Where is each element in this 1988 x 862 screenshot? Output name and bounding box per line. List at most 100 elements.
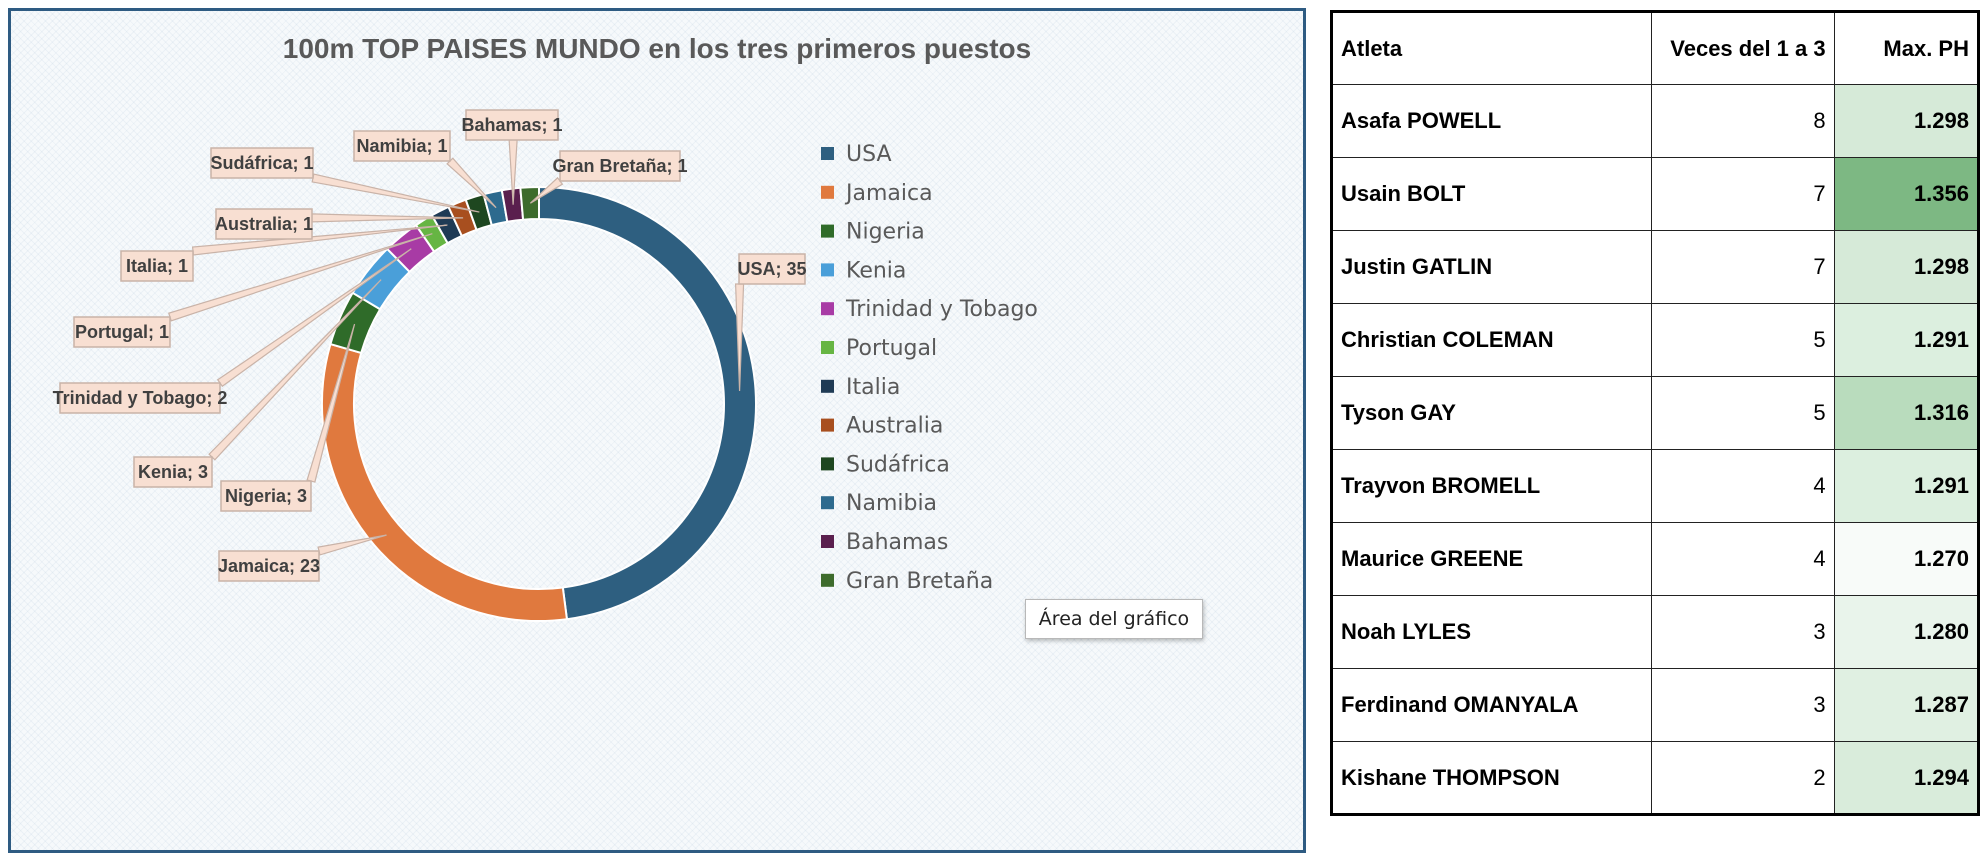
legend-swatch — [821, 496, 834, 510]
data-label-text: Gran Bretaña; 1 — [552, 156, 687, 176]
top3-count-cell[interactable]: 5 — [1650, 376, 1835, 450]
top3-count-cell[interactable]: 4 — [1650, 522, 1835, 596]
table-row: Ferdinand OMANYALA 3 1.287 — [1331, 668, 1980, 742]
legend-swatch — [821, 573, 834, 587]
legend-swatch — [821, 302, 834, 316]
legend-item[interactable]: Bahamas — [846, 530, 948, 555]
max-ph-cell[interactable]: 1.291 — [1833, 303, 1980, 377]
legend-item[interactable]: USA — [846, 142, 892, 167]
max-ph-cell[interactable]: 1.287 — [1833, 668, 1980, 742]
legend-swatch — [821, 147, 834, 160]
legend-swatch — [821, 341, 834, 354]
donut-chart[interactable]: USA; 35 Jamaica; 23 Nigeria; 3 Kenia; 3 Trin… — [11, 11, 1303, 850]
athlete-name-cell[interactable]: Noah LYLES — [1331, 595, 1652, 669]
top3-count-cell[interactable]: 8 — [1650, 84, 1835, 158]
top3-count-cell[interactable]: 4 — [1650, 449, 1835, 523]
max-ph-cell[interactable]: 1.294 — [1833, 741, 1980, 815]
data-label-text: Sudáfrica; 1 — [210, 153, 313, 173]
athlete-name-cell[interactable]: Trayvon BROMELL — [1331, 449, 1652, 523]
athlete-name-cell[interactable]: Justin GATLIN — [1331, 230, 1652, 304]
top3-count-cell[interactable]: 3 — [1650, 668, 1835, 742]
data-label-text: Bahamas; 1 — [461, 115, 562, 135]
legend-item[interactable]: Namibia — [846, 491, 937, 516]
data-label-box[interactable] — [559, 150, 681, 182]
table-row: Asafa POWELL 8 1.298 — [1331, 84, 1980, 158]
athlete-name-cell[interactable]: Ferdinand OMANYALA — [1331, 668, 1652, 742]
table-row: Kishane THOMPSON 2 1.294 — [1331, 741, 1980, 815]
data-label-text: Trinidad y Tobago; 2 — [53, 388, 228, 408]
data-label-text: Australia; 1 — [215, 214, 313, 234]
legend-item[interactable]: Trinidad y Tobago — [845, 297, 1038, 322]
data-label-text: USA; 35 — [737, 259, 806, 279]
top3-count-cell[interactable]: 7 — [1650, 157, 1835, 231]
legend-item[interactable]: Sudáfrica — [846, 452, 950, 477]
legend-swatch — [821, 535, 834, 548]
data-label-text: Namibia; 1 — [356, 136, 447, 156]
max-ph-cell[interactable]: 1.356 — [1833, 157, 1980, 231]
athlete-name-cell[interactable]: Usain BOLT — [1331, 157, 1652, 231]
top3-count-cell[interactable]: 2 — [1650, 741, 1835, 815]
data-label-box[interactable] — [218, 550, 320, 582]
max-ph-cell[interactable]: 1.316 — [1833, 376, 1980, 450]
header-max-ph[interactable]: Max. PH — [1833, 11, 1980, 85]
athletes-table: Atleta Veces del 1 a 3 Max. PH Asafa POW… — [1330, 10, 1980, 816]
data-label-box[interactable] — [220, 480, 312, 512]
legend-item[interactable]: Kenia — [846, 258, 906, 283]
athlete-name-cell[interactable]: Maurice GREENE — [1331, 522, 1652, 596]
athlete-name-cell[interactable]: Kishane THOMPSON — [1331, 741, 1652, 815]
table-row: Christian COLEMAN 5 1.291 — [1331, 303, 1980, 377]
data-label-text: Jamaica; 23 — [218, 556, 320, 576]
data-label-box[interactable] — [133, 456, 213, 488]
chart-area-tooltip: Área del gráfico — [1025, 599, 1203, 639]
legend-item[interactable]: Italia — [846, 375, 900, 400]
data-label-box[interactable] — [120, 250, 194, 282]
max-ph-cell[interactable]: 1.298 — [1833, 84, 1980, 158]
data-label-text: Portugal; 1 — [75, 322, 169, 342]
table-row: Usain BOLT 7 1.356 — [1331, 157, 1980, 231]
data-label-text: Italia; 1 — [126, 256, 188, 276]
chart-title: 100m TOP PAISES MUNDO en los tres primer… — [282, 33, 1032, 64]
donut-slice-jamaica[interactable] — [321, 342, 569, 622]
table-row: Justin GATLIN 7 1.298 — [1331, 230, 1980, 304]
legend-item[interactable]: Portugal — [846, 336, 937, 361]
data-label-box[interactable] — [353, 130, 451, 162]
legend-swatch — [821, 457, 834, 471]
legend-swatch — [821, 379, 834, 393]
max-ph-cell[interactable]: 1.270 — [1833, 522, 1980, 596]
legend-item[interactable]: Nigeria — [846, 220, 925, 245]
data-label-box[interactable] — [738, 253, 806, 285]
legend-item[interactable]: Jamaica — [844, 181, 933, 206]
data-label-box[interactable] — [210, 147, 314, 179]
max-ph-cell[interactable]: 1.298 — [1833, 230, 1980, 304]
table-header-row: Atleta Veces del 1 a 3 Max. PH — [1331, 11, 1980, 85]
top3-count-cell[interactable]: 5 — [1650, 303, 1835, 377]
max-ph-cell[interactable]: 1.280 — [1833, 595, 1980, 669]
header-athlete[interactable]: Atleta — [1331, 11, 1652, 85]
donut-slice-gran-breta-a[interactable] — [519, 185, 540, 221]
table-row: Noah LYLES 3 1.280 — [1331, 595, 1980, 669]
legend-swatch — [821, 185, 834, 199]
athlete-name-cell[interactable]: Asafa POWELL — [1331, 84, 1652, 158]
top3-count-cell[interactable]: 7 — [1650, 230, 1835, 304]
top3-count-cell[interactable]: 3 — [1650, 595, 1835, 669]
data-label-box[interactable] — [215, 208, 313, 240]
legend-swatch — [821, 224, 834, 238]
data-label-leader — [311, 173, 480, 213]
legend-item[interactable]: Gran Bretaña — [846, 569, 993, 594]
max-ph-cell[interactable]: 1.291 — [1833, 449, 1980, 523]
data-label-box[interactable] — [73, 316, 171, 348]
athlete-name-cell[interactable]: Christian COLEMAN — [1331, 303, 1652, 377]
data-label-box[interactable] — [59, 382, 221, 414]
table-row: Tyson GAY 5 1.316 — [1331, 376, 1980, 450]
chart-area[interactable]: 100m TOP PAISES MUNDO en los tres primer… — [8, 8, 1306, 853]
table-row: Trayvon BROMELL 4 1.291 — [1331, 449, 1980, 523]
donut-slice-usa[interactable] — [538, 185, 757, 621]
legend-swatch — [821, 418, 834, 432]
athlete-name-cell[interactable]: Tyson GAY — [1331, 376, 1652, 450]
legend-swatch — [821, 263, 834, 277]
data-label-box[interactable] — [465, 109, 559, 141]
data-label-text: Kenia; 3 — [138, 462, 208, 482]
data-label-text: Nigeria; 3 — [225, 486, 307, 506]
header-top3-count[interactable]: Veces del 1 a 3 — [1650, 11, 1835, 85]
legend-item[interactable]: Australia — [846, 414, 943, 439]
